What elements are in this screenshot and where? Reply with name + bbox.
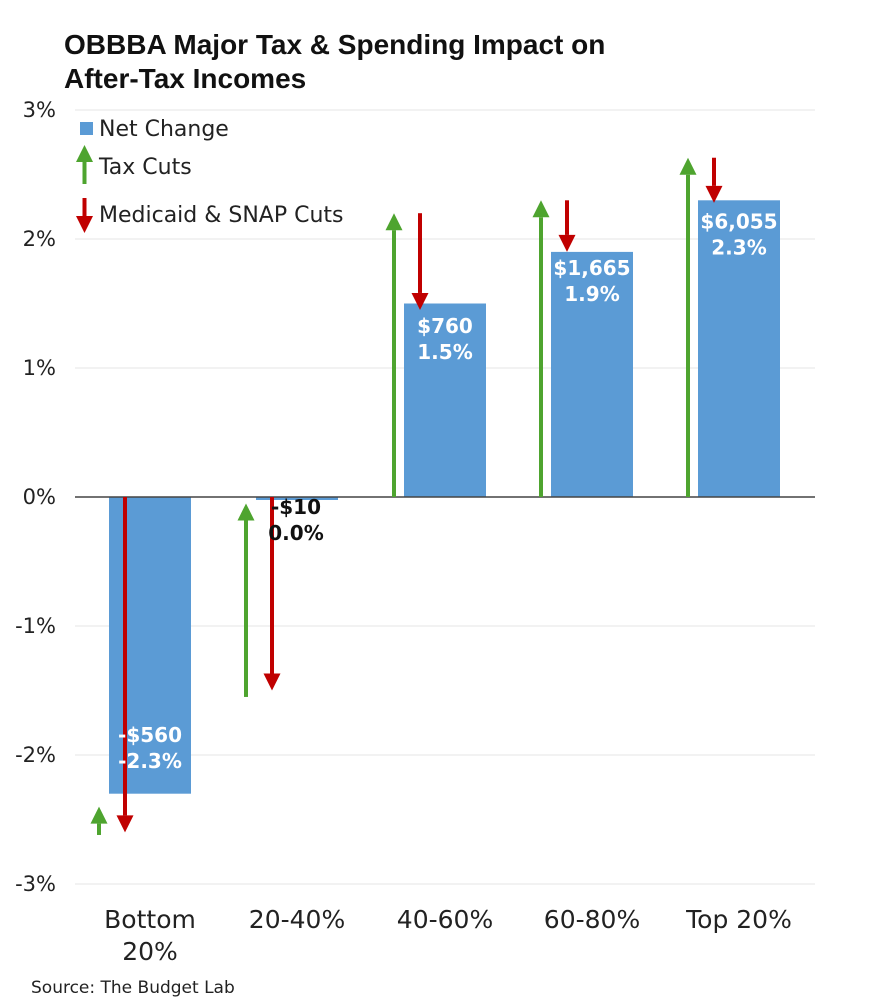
legend-label-medicaid-snap: Medicaid & SNAP Cuts bbox=[99, 203, 344, 228]
source-note-text: Source: The Budget Lab bbox=[31, 978, 235, 998]
medicaid-snap-arrow-shaft bbox=[712, 157, 716, 186]
y-tick-label: -2% bbox=[15, 743, 56, 767]
data-label-dollar: -$560 bbox=[118, 723, 182, 747]
legend-swatch-tax-cuts-head bbox=[76, 145, 93, 162]
bar-net-change bbox=[551, 251, 633, 497]
data-label-percent: -2.3% bbox=[118, 749, 182, 773]
y-tick-label: 2% bbox=[23, 227, 56, 251]
legend: Net Change Tax Cuts Medicaid & SNAP Cuts bbox=[76, 117, 344, 233]
y-tick-label: -1% bbox=[15, 614, 56, 638]
data-label-dollar: $760 bbox=[417, 314, 473, 338]
bar-net-change bbox=[109, 497, 191, 794]
bar-net-change bbox=[404, 303, 486, 497]
arrows bbox=[90, 157, 723, 835]
y-axis-ticks: 3% 2% 1% 0% -1% -2% -3% bbox=[15, 98, 56, 896]
tax-cuts-arrow-head bbox=[385, 213, 403, 231]
x-category-label: Top 20% bbox=[685, 905, 792, 934]
medicaid-snap-arrow-head bbox=[116, 815, 134, 833]
chart-title-line: After-Tax Incomes bbox=[64, 63, 306, 94]
x-category-label: 40-60% bbox=[397, 905, 493, 934]
tax-cuts-arrow-head bbox=[237, 503, 255, 521]
data-label-percent: 1.5% bbox=[417, 340, 472, 364]
chart-title: OBBBA Major Tax & Spending Impact onAfte… bbox=[64, 29, 605, 94]
bars bbox=[109, 200, 780, 794]
medicaid-snap-arrow-head bbox=[411, 292, 429, 310]
medicaid-snap-arrow-shaft bbox=[270, 497, 274, 674]
x-category-label: 20-40% bbox=[249, 905, 345, 934]
tax-cuts-arrow-shaft bbox=[244, 520, 248, 697]
tax-cuts-arrow-head bbox=[679, 157, 697, 175]
bar-net-change bbox=[698, 200, 780, 498]
source-note: Source: The Budget Lab bbox=[31, 978, 235, 998]
data-label-dollar: $6,055 bbox=[700, 210, 777, 234]
tax-cuts-arrow-shaft bbox=[97, 823, 101, 835]
data-label-percent: 1.9% bbox=[564, 282, 619, 306]
y-tick-label: 1% bbox=[23, 356, 56, 380]
y-tick-label: 3% bbox=[23, 98, 56, 122]
medicaid-snap-arrow-head bbox=[558, 234, 576, 252]
x-category-label: Bottom bbox=[104, 905, 196, 934]
tax-cuts-arrow-head bbox=[532, 200, 550, 218]
legend-swatch-medicaid-head bbox=[76, 216, 93, 233]
medicaid-snap-arrow-head bbox=[705, 185, 723, 203]
medicaid-snap-arrow-shaft bbox=[123, 497, 127, 816]
x-axis-categories: Bottom 20% 20-40% 40-60% 60-80% Top 20% bbox=[104, 905, 792, 966]
legend-swatch-medicaid-shaft bbox=[82, 198, 87, 218]
x-category-label: 60-80% bbox=[544, 905, 640, 934]
legend-label-net-change: Net Change bbox=[99, 117, 229, 142]
medicaid-snap-arrow-shaft bbox=[418, 213, 422, 293]
y-tick-label: -3% bbox=[15, 872, 56, 896]
tax-cuts-arrow-shaft bbox=[539, 217, 543, 498]
tax-cuts-arrow-head bbox=[90, 806, 108, 824]
y-tick-label: 0% bbox=[23, 485, 56, 509]
data-label-dollar: -$10 bbox=[271, 495, 321, 519]
chart-title-line: OBBBA Major Tax & Spending Impact on bbox=[64, 29, 605, 60]
legend-label-tax-cuts: Tax Cuts bbox=[98, 155, 192, 180]
x-category-label: 20% bbox=[122, 937, 178, 966]
bar-net-change bbox=[256, 497, 338, 500]
data-label-dollar: $1,665 bbox=[553, 256, 630, 280]
medicaid-snap-arrow-head bbox=[263, 673, 281, 691]
legend-swatch-tax-cuts-shaft bbox=[82, 160, 87, 184]
tax-cuts-arrow-shaft bbox=[686, 174, 690, 498]
medicaid-snap-arrow-shaft bbox=[565, 200, 569, 235]
data-label-percent: 0.0% bbox=[268, 521, 323, 545]
legend-swatch-net-change bbox=[80, 122, 93, 135]
data-label-percent: 2.3% bbox=[711, 236, 766, 260]
tax-cuts-arrow-shaft bbox=[392, 230, 396, 497]
